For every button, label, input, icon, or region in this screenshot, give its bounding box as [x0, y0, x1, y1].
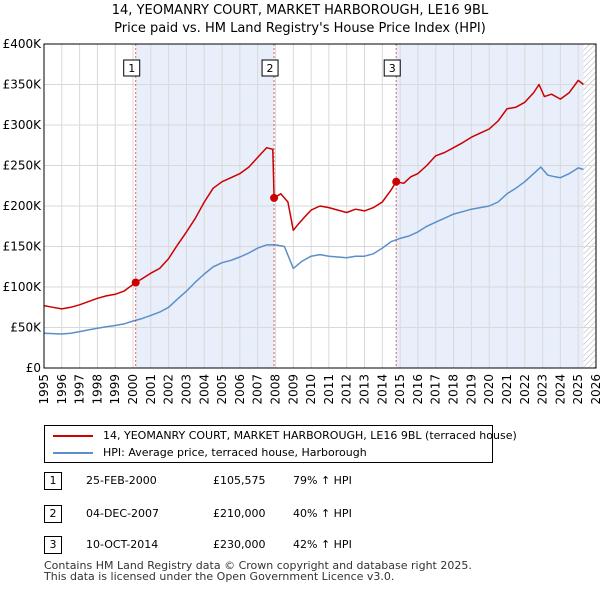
x-tick-label: 2025: [571, 374, 585, 405]
sale-hpi-change: 42% ↑ HPI: [293, 538, 352, 551]
y-tick-label: £250K: [3, 159, 43, 173]
sale-marker-box: [383, 59, 401, 77]
legend-item-hpi: HPI: Average price, terraced house, Harb…: [53, 445, 367, 461]
sale-number-badge: 3: [44, 536, 62, 554]
x-tick-label: 2007: [251, 374, 265, 405]
sale-date: 25-FEB-2000: [86, 474, 157, 487]
y-tick-label: £300K: [3, 118, 43, 132]
sale-marker-box: [261, 59, 279, 77]
footer-attribution: Contains HM Land Registry data © Crown c…: [44, 560, 472, 582]
sale-date: 04-DEC-2007: [86, 507, 160, 520]
sale-number-badge: 1: [44, 472, 62, 490]
x-tick-label: 2023: [536, 374, 550, 405]
x-tick-label: 2021: [500, 374, 514, 405]
x-tick-label: 2003: [179, 374, 193, 405]
sale-marker-box: [123, 59, 141, 77]
chart-legend: 14, YEOMANRY COURT, MARKET HARBOROUGH, L…: [44, 425, 517, 463]
legend-label-hpi: HPI: Average price, terraced house, Harb…: [103, 446, 367, 459]
x-tick-label: 2022: [518, 374, 532, 405]
x-tick-label: 2018: [447, 374, 461, 405]
y-tick-label: £50K: [10, 321, 42, 335]
chart-svg: 1 2 3 £0 £50K £100K £150K £200K £250K £300K £350K…: [3, 37, 600, 405]
plot-frame: [43, 43, 597, 369]
x-tick-label: 2013: [358, 374, 372, 405]
x-tick-label: 2016: [411, 374, 425, 405]
x-tick-label: 1995: [37, 374, 51, 405]
chart-title-line1: 14, YEOMANRY COURT, MARKET HARBOROUGH, L…: [111, 3, 489, 18]
y-tick-label: £100K: [3, 280, 43, 294]
footer-line2: This data is licensed under the Open Gov…: [44, 570, 395, 583]
sale-price: £105,575: [213, 474, 266, 487]
sale-price: £230,000: [213, 538, 266, 551]
x-tick-label: 2019: [464, 374, 478, 405]
legend-swatch-property: [53, 435, 93, 437]
x-tick-label: 1996: [55, 374, 69, 405]
chart-title: 14, YEOMANRY COURT, MARKET HARBOROUGH, L…: [0, 2, 600, 38]
x-tick-label: 2004: [197, 374, 211, 405]
x-tick-label: 2008: [268, 374, 282, 405]
sale-marker-label: 1: [128, 62, 135, 75]
x-tick-label: 2002: [162, 374, 176, 405]
x-tick-label: 2001: [144, 374, 158, 405]
x-tick-label: 2000: [126, 374, 140, 405]
x-tick-label: 1999: [108, 374, 122, 405]
sale-marker-label: 3: [389, 62, 396, 75]
legend-label-property: 14, YEOMANRY COURT, MARKET HARBOROUGH, L…: [103, 429, 517, 442]
x-tick-label: 2017: [429, 374, 443, 405]
x-tick-label: 2006: [233, 374, 247, 405]
sale-hpi-change: 40% ↑ HPI: [293, 507, 352, 520]
sale-hpi-change: 79% ↑ HPI: [293, 474, 352, 487]
sale-date: 10-OCT-2014: [86, 538, 159, 551]
y-tick-label: £200K: [3, 199, 43, 213]
sale-price: £210,000: [213, 507, 266, 520]
x-tick-label: 2014: [375, 374, 389, 405]
x-tick-label: 2005: [215, 374, 229, 405]
y-tick-label: £350K: [3, 78, 43, 92]
x-tick-label: 2012: [340, 374, 354, 405]
x-tick-label: 2026: [589, 374, 600, 405]
x-tick-label: 1997: [73, 374, 87, 405]
chart-title-line2: Price paid vs. HM Land Registry's House …: [114, 21, 486, 36]
y-tick-label: £0: [26, 361, 41, 375]
x-tick-label: 2010: [304, 374, 318, 405]
x-tick-label: 2015: [393, 374, 407, 405]
x-tick-label: 2024: [553, 374, 567, 405]
legend-item-property: 14, YEOMANRY COURT, MARKET HARBOROUGH, L…: [53, 428, 517, 444]
x-tick-label: 2020: [482, 374, 496, 405]
property-price-line: [43, 79, 584, 310]
x-tick-label: 1998: [90, 374, 104, 405]
sale-number-badge: 2: [44, 505, 62, 523]
y-tick-label: £400K: [3, 37, 43, 51]
footer-line1: Contains HM Land Registry data © Crown c…: [44, 559, 472, 572]
x-tick-label: 2009: [286, 374, 300, 405]
x-tick-label: 2011: [322, 374, 336, 405]
legend-swatch-hpi: [53, 452, 93, 454]
sale-marker-label: 2: [267, 62, 274, 75]
y-tick-label: £150K: [3, 240, 43, 254]
